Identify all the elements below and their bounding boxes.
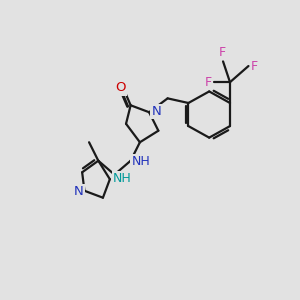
Text: O: O — [116, 82, 126, 94]
Text: NH: NH — [113, 172, 132, 185]
Text: F: F — [218, 46, 226, 59]
Text: NH: NH — [131, 155, 150, 168]
Text: F: F — [204, 76, 211, 89]
Text: N: N — [152, 105, 161, 118]
Text: F: F — [251, 59, 258, 73]
Text: N: N — [74, 185, 84, 198]
